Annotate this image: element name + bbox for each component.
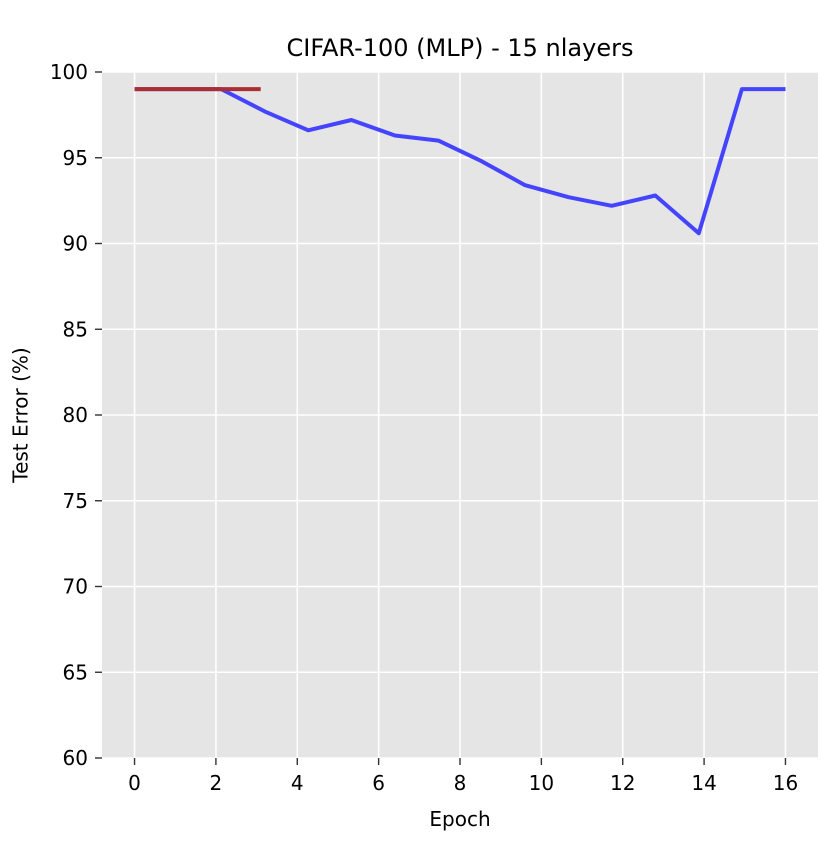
- x-tick-label: 6: [372, 771, 385, 795]
- y-tick-label: 60: [63, 746, 88, 770]
- y-tick-label: 90: [63, 232, 88, 256]
- x-axis-label: Epoch: [429, 807, 490, 831]
- x-tick-label: 4: [291, 771, 304, 795]
- y-tick-label: 70: [63, 575, 88, 599]
- x-tick-label: 0: [128, 771, 141, 795]
- y-tick-label: 100: [50, 60, 88, 84]
- y-tick-label: 80: [63, 403, 88, 427]
- y-axis-label: Test Error (%): [9, 347, 33, 483]
- series-layer: [134, 87, 786, 236]
- y-tick-label: 65: [63, 660, 88, 684]
- series-line-1: [134, 87, 786, 236]
- y-tick-label: 95: [63, 146, 88, 170]
- x-tick-label: 10: [529, 771, 554, 795]
- x-tick-label: 8: [454, 771, 467, 795]
- axis-ticks: 0 2 4 6 8 10 12 14 16 60 65 70 75 80 85 90 95 100: [50, 60, 798, 795]
- x-tick-label: 14: [691, 771, 716, 795]
- x-tick-label: 12: [610, 771, 635, 795]
- x-tick-label: 16: [773, 771, 798, 795]
- chart-title: CIFAR-100 (MLP) - 15 nlayers: [287, 34, 634, 62]
- y-tick-label: 75: [63, 489, 88, 513]
- x-tick-label: 2: [210, 771, 223, 795]
- y-tick-label: 85: [63, 317, 88, 341]
